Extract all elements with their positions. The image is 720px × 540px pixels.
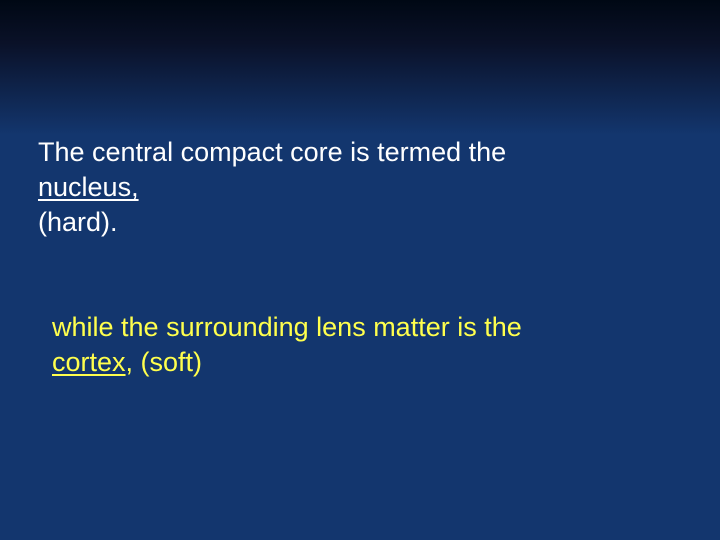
para1-text-before: The central compact core is termed the: [38, 137, 506, 167]
para2-text-after: , (soft): [126, 347, 203, 377]
para2-text-before: while the surrounding lens matter is the: [52, 312, 522, 342]
slide: The central compact core is termed the n…: [0, 0, 720, 540]
paragraph-cortex: while the surrounding lens matter is the…: [38, 310, 670, 380]
para1-text-after: (hard).: [38, 207, 118, 237]
para2-underlined: cortex: [52, 347, 126, 377]
para1-underlined: nucleus,: [38, 172, 139, 202]
paragraph-nucleus: The central compact core is termed the n…: [38, 135, 670, 240]
